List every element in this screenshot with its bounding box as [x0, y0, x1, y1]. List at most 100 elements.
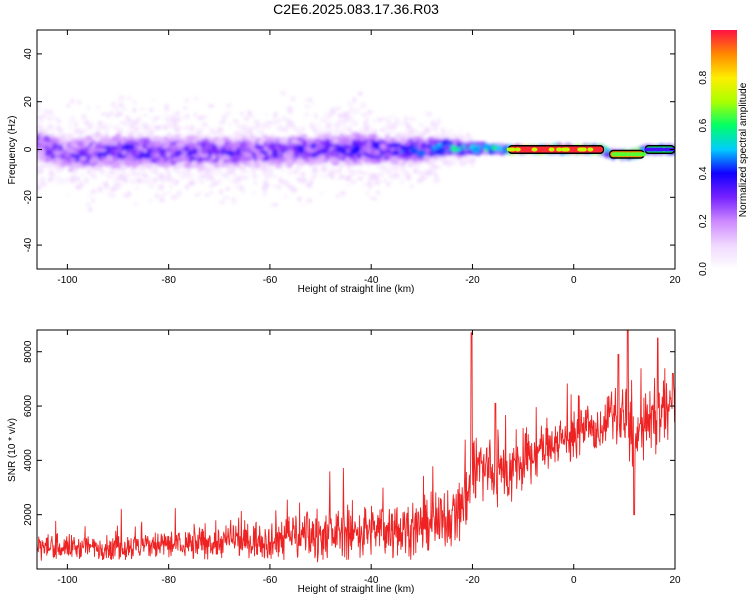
spectrogram-speckle — [211, 180, 219, 186]
spectrogram-speckle — [169, 185, 174, 189]
spectrogram-speckle — [86, 202, 90, 207]
spectrogram-speckle — [85, 127, 93, 130]
spectrogram-speckle — [37, 120, 43, 123]
spectrogram-speckle — [371, 118, 378, 124]
spectrogram-speckle — [310, 126, 315, 130]
spectrogram-speckle — [118, 173, 124, 177]
spectrogram-speckle — [261, 123, 268, 128]
spectrogram-speckle — [240, 190, 246, 194]
spectrogram-speckle — [337, 164, 342, 171]
spectrogram-speckle — [351, 121, 356, 126]
spectrogram-cell — [152, 164, 160, 170]
spectrogram-speckle — [409, 184, 414, 188]
spectrogram-speckle — [434, 166, 439, 170]
spectrogram-speckle — [183, 106, 188, 110]
spectrogram-speckle — [73, 121, 78, 127]
spectrogram-speckle — [126, 95, 133, 101]
spectrogram-speckle — [365, 130, 371, 134]
spectrogram-speckle — [37, 115, 43, 120]
spectrogram-speckle — [83, 182, 90, 186]
spectrogram-cell — [95, 134, 102, 140]
spectrogram-speckle — [137, 173, 141, 180]
spectrogram-speckle — [92, 175, 97, 180]
spectrogram-speckle — [430, 167, 436, 172]
spectrogram-speckle — [309, 100, 315, 107]
spectrogram-speckle — [97, 186, 103, 191]
spectrogram-speckle — [375, 172, 382, 176]
spectrogram-speckle — [406, 174, 411, 181]
spectrogram-speckle — [219, 189, 223, 195]
spectrogram-speckle — [230, 198, 237, 201]
spectrogram-cell — [273, 136, 281, 140]
spectrogram-speckle — [260, 128, 264, 135]
spectrogram-speckle — [231, 178, 237, 182]
spectrogram-speckle — [404, 119, 408, 126]
spectrogram-speckle — [222, 173, 230, 178]
spectrogram-speckle — [450, 159, 457, 166]
spectrogram-speckle — [113, 178, 118, 185]
spectrogram-speckle — [182, 114, 187, 121]
spectrogram-speckle — [114, 106, 119, 111]
spectrogram-speckle — [394, 172, 400, 179]
spectrogram-speckle — [188, 180, 196, 186]
spectrogram-speckle — [214, 170, 221, 176]
spectrogram-speckle — [199, 180, 205, 184]
spectrogram-speckle — [209, 127, 214, 133]
spectrogram-speckle — [282, 179, 289, 186]
spectrogram-speckle — [226, 177, 231, 181]
spectrogram-speckle — [389, 174, 393, 178]
spectrogram-speckle — [431, 158, 439, 162]
spectrogram-speckle — [400, 178, 404, 185]
spectrogram-speckle — [244, 123, 249, 129]
spectrogram-speckle — [111, 193, 115, 198]
spectrogram-cell — [133, 137, 138, 142]
spectrogram-speckle — [424, 111, 430, 117]
spectrogram-speckle — [458, 126, 462, 133]
spectrogram-speckle — [286, 119, 292, 126]
spectrogram-speckle — [376, 118, 382, 122]
spectrogram-speckle — [218, 178, 222, 184]
spectrogram-speckle — [193, 112, 198, 119]
spectrogram-cell — [103, 133, 110, 140]
spectrogram-cell — [385, 134, 390, 139]
spectrogram-speckle — [297, 196, 302, 203]
spectrogram-speckle — [304, 104, 310, 109]
spectrogram-speckle — [292, 168, 299, 175]
spectrogram-speckle — [47, 177, 53, 183]
spectrogram-speckle — [308, 98, 312, 102]
spectrogram-cell — [128, 134, 134, 141]
spectrogram-speckle — [127, 118, 133, 123]
spectrogram-speckle — [37, 182, 41, 187]
spectrogram-speckle — [362, 182, 368, 188]
spectrogram-speckle — [118, 95, 126, 101]
spectrogram-speckle — [465, 155, 473, 161]
spectrogram-speckle — [133, 100, 137, 104]
spectrogram-speckle — [130, 178, 134, 185]
spectrogram-speckle — [413, 130, 421, 134]
spectrogram-speckle — [132, 107, 137, 113]
spectrogram-speckle — [387, 130, 393, 135]
spectrogram-speckle — [380, 173, 384, 176]
spectrogram-speckle — [201, 121, 209, 128]
spectrogram-speckle — [335, 194, 340, 198]
spectrogram-speckle — [195, 193, 200, 197]
spectrogram-speckle — [296, 177, 302, 182]
spectrogram-speckle — [216, 128, 222, 135]
spectrogram-speckle — [219, 120, 226, 124]
spectrogram-speckle — [173, 169, 180, 173]
spectrogram-speckle — [44, 95, 48, 99]
spectrogram-speckle — [442, 161, 448, 165]
spectrogram-speckle — [86, 105, 90, 110]
spectrogram-speckle — [197, 175, 202, 181]
spectrogram-speckle — [363, 171, 370, 176]
spectrogram-speckle — [381, 117, 385, 121]
spectrogram-speckle — [187, 167, 192, 173]
spectrogram-speckle — [138, 107, 146, 111]
spectrogram-speckle — [132, 119, 140, 126]
spectrogram-speckle — [296, 130, 303, 135]
spectrogram-speckle — [48, 169, 54, 176]
spectrogram-speckle — [147, 182, 154, 189]
spectrogram-speckle — [55, 181, 61, 187]
spectrogram-speckle — [360, 105, 365, 110]
